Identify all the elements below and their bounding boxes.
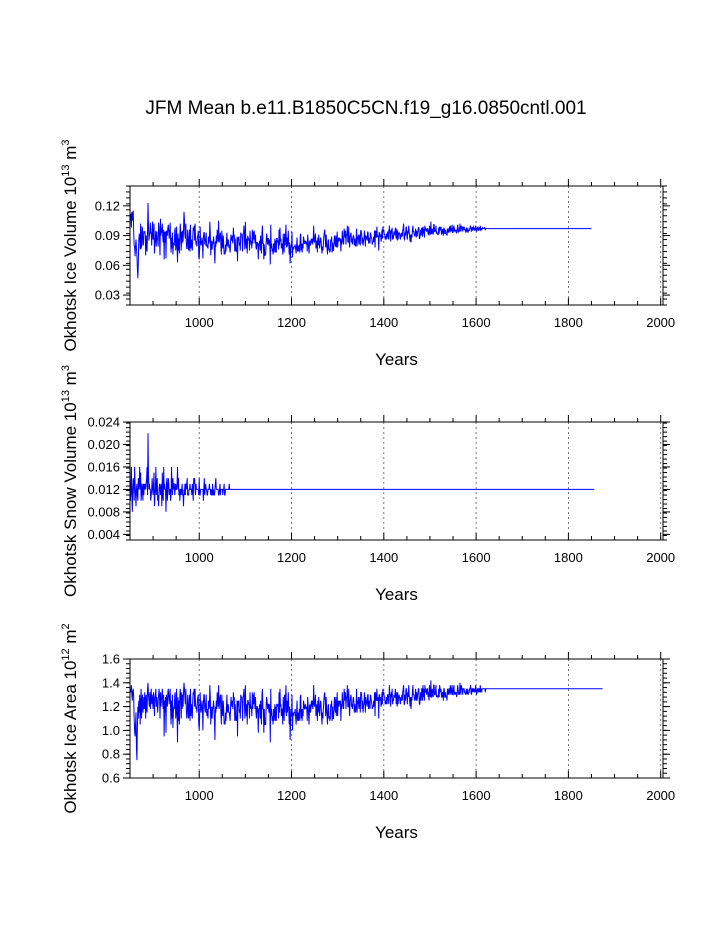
y-tick-label: 1.0: [102, 723, 120, 738]
x-tick-label: 1200: [277, 550, 306, 565]
y-tick-label: 0.06: [95, 258, 120, 273]
x-tick-label: 1400: [369, 788, 398, 803]
x-tick-label: 1200: [277, 315, 306, 330]
y-axis-label-text: Okhotsk Ice Area 10: [61, 661, 80, 814]
panel-2: 1000 1200 1400 1600 1800 2000 0.004 0.008 0.012 0…: [60, 365, 675, 604]
x-tick-label: 1800: [554, 788, 583, 803]
y-axis-label: Okhotsk Ice Volume 1013 m3: [60, 139, 80, 351]
y-tick-label: 0.6: [102, 771, 120, 786]
series-line: [129, 433, 595, 512]
y-axis-label-exp: 13: [60, 390, 72, 402]
y-axis-label-exp: 13: [60, 164, 72, 176]
x-tick-label: 1000: [185, 788, 214, 803]
x-tick-label: 1600: [462, 315, 491, 330]
x-axis-label: Years: [375, 350, 418, 369]
y-tick-label: 1.6: [102, 652, 120, 667]
x-tick-label: 2000: [646, 788, 675, 803]
y-axis-label-unit-exp: 3: [60, 365, 72, 371]
series-line: [129, 680, 603, 761]
y-axis-label: Okhotsk Snow Volume 1013 m3: [60, 365, 80, 597]
x-tick-label: 1200: [277, 788, 306, 803]
series-line: [129, 202, 592, 279]
figure-title: JFM Mean b.e11.B1850C5CN.f19_g16.0850cnt…: [145, 98, 586, 119]
y-tick-label: 0.020: [87, 437, 120, 452]
x-tick-label: 1800: [554, 315, 583, 330]
x-tick-label: 2000: [646, 550, 675, 565]
x-tick-label: 1400: [369, 550, 398, 565]
y-axis-label-unit: m: [61, 371, 80, 390]
x-tick-label: 1800: [554, 550, 583, 565]
x-tick-label: 1400: [369, 315, 398, 330]
panels: 1000 1200 1400 1600 1800 2000 0.03 0.06 0.09 0.12…: [60, 139, 675, 842]
y-axis-label-text: Okhotsk Ice Volume 10: [61, 177, 80, 352]
y-axis-label-unit-exp: 3: [60, 139, 72, 145]
y-tick-label: 1.2: [102, 699, 120, 714]
x-tick-label: 1000: [185, 550, 214, 565]
y-tick-label: 0.004: [87, 527, 120, 542]
y-tick-label: 0.09: [95, 228, 120, 243]
y-tick-label: 1.4: [102, 675, 120, 690]
y-axis-label-unit: m: [61, 629, 80, 648]
y-tick-label: 0.8: [102, 747, 120, 762]
y-axis-label-text: Okhotsk Snow Volume 10: [61, 402, 80, 597]
y-axis-label: Okhotsk Ice Area 1012 m2: [60, 623, 80, 813]
y-tick-label: 0.008: [87, 504, 120, 519]
panel-1: 1000 1200 1400 1600 1800 2000 0.03 0.06 0.09 0.12…: [60, 139, 675, 369]
y-tick-label: 0.012: [87, 482, 120, 497]
y-tick-label: 0.12: [95, 198, 120, 213]
x-tick-label: 1000: [185, 315, 214, 330]
x-tick-label: 2000: [646, 315, 675, 330]
y-axis-label-unit-exp: 2: [60, 623, 72, 629]
y-axis-label-exp: 12: [60, 648, 72, 660]
x-axis-label: Years: [375, 823, 418, 842]
x-tick-label: 1600: [462, 550, 491, 565]
y-tick-label: 0.03: [95, 288, 120, 303]
panel-3: 1000 1200 1400 1600 1800 2000 0.6 0.8 1.0 1.2 1.4 1…: [60, 623, 675, 842]
plot-frame: [129, 421, 664, 541]
y-tick-label: 0.016: [87, 459, 120, 474]
plot-frame: [129, 185, 664, 306]
plot-frame: [129, 658, 664, 779]
x-tick-label: 1600: [462, 788, 491, 803]
x-axis-label: Years: [375, 585, 418, 604]
y-tick-label: 0.024: [87, 415, 120, 430]
y-axis-label-unit: m: [61, 146, 80, 165]
